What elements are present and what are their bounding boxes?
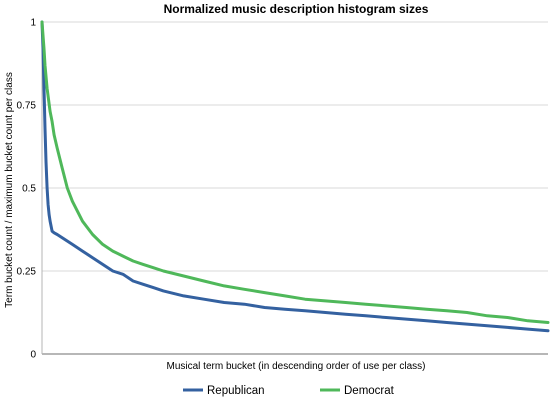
y-axis-label: Term bucket count / maximum bucket count… [4, 72, 15, 308]
legend-item-democrat: Democrat [320, 385, 395, 397]
series-lines [40, 20, 550, 333]
y-tick-label: 0 [30, 350, 36, 361]
grid [42, 21, 548, 272]
y-tick-label: 0.25 [17, 267, 37, 278]
legend-label-democrat: Democrat [344, 385, 395, 397]
y-tick-label: 0.5 [22, 184, 36, 195]
series-line-democrat [40, 20, 550, 324]
series-line-republican [40, 20, 550, 333]
y-tick-labels: 0 0.25 0.5 0.75 1 [17, 18, 37, 361]
legend-label-republican: Republican [207, 385, 265, 397]
chart-title: Normalized music description histogram s… [164, 2, 429, 16]
y-tick-label: 1 [30, 18, 36, 29]
x-axis-label: Musical term bucket (in descending order… [166, 361, 425, 372]
y-tick-label: 0.75 [17, 101, 37, 112]
legend: Republican Democrat [183, 385, 395, 397]
legend-item-republican: Republican [183, 385, 265, 397]
